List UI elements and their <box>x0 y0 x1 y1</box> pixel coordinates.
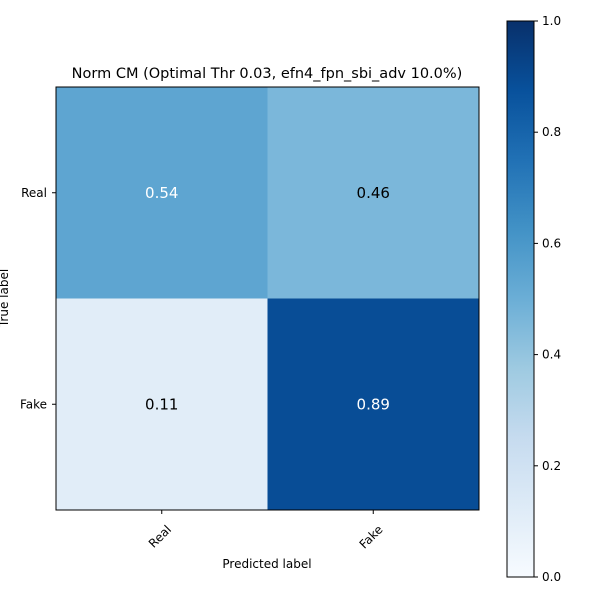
colorbar-tick-label: 0.2 <box>542 459 561 473</box>
matrix-value-label: 0.54 <box>145 184 178 202</box>
matrix-value-label: 0.11 <box>145 395 178 413</box>
colorbar-tick-label: 0.4 <box>542 348 561 362</box>
x-axis-ticks: Real Fake <box>146 510 386 551</box>
y-axis-ticks: Real Fake <box>20 186 56 411</box>
colorbar <box>506 20 535 578</box>
matrix-cell <box>267 298 479 510</box>
matrix-value-label: 0.89 <box>357 395 390 413</box>
x-tick-label: Real <box>146 522 174 550</box>
x-axis-label: Predicted label <box>222 557 311 571</box>
y-axis-label: True label <box>0 269 11 328</box>
colorbar-tick-label: 0.8 <box>542 125 561 139</box>
matrix-cells <box>56 87 479 510</box>
matrix-cell <box>267 87 479 299</box>
colorbar-ticks: 0.0 0.2 0.4 0.6 0.8 1.0 <box>534 14 561 584</box>
colorbar-tick-label: 0.0 <box>542 570 561 584</box>
colorbar-tick-label: 1.0 <box>542 14 561 28</box>
y-tick-label: Fake <box>20 397 47 411</box>
matrix-value-label: 0.46 <box>357 184 390 202</box>
y-tick-label: Real <box>21 186 47 200</box>
x-tick-label: Fake <box>357 522 386 551</box>
colorbar-tick-label: 0.6 <box>542 236 561 250</box>
chart-title: Norm CM (Optimal Thr 0.03, efn4_fpn_sbi_… <box>72 66 463 82</box>
matrix-value-labels: 0.54 0.46 0.11 0.89 <box>145 184 390 414</box>
plot-frame <box>55 86 480 511</box>
matrix-cell <box>56 298 268 510</box>
matrix-cell <box>56 87 268 299</box>
